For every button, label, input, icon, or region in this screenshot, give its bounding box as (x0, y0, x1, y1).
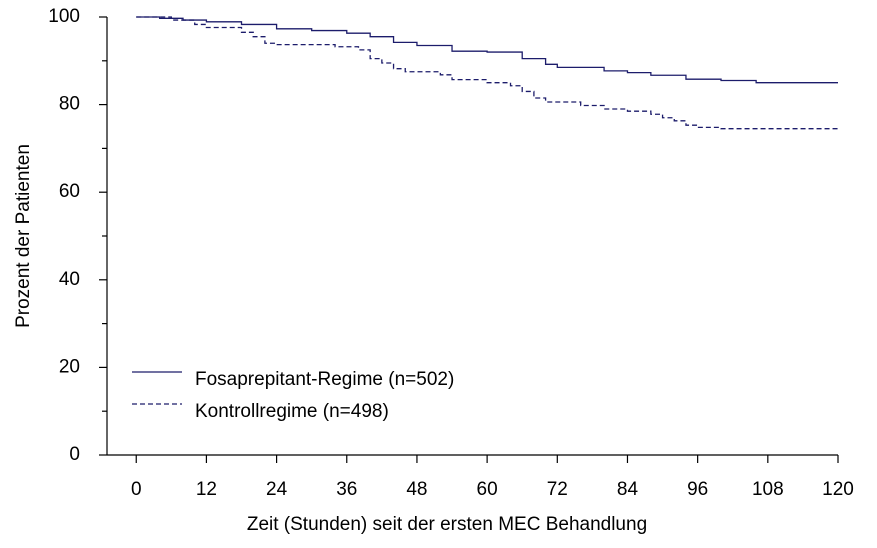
x-tick-label: 12 (196, 479, 217, 500)
x-tick-label: 36 (336, 479, 357, 500)
y-tick-label: 20 (59, 356, 80, 377)
y-tick-label: 80 (59, 94, 80, 115)
y-tick-label: 0 (69, 444, 80, 465)
step-line (136, 16, 838, 84)
step-line (136, 16, 839, 131)
x-tick-label: 24 (266, 479, 288, 500)
legend-label: Fosaprepitant-Regime (n=502) (195, 369, 454, 390)
y-tick-label: 100 (48, 6, 80, 27)
y-tick-label: 40 (59, 269, 80, 290)
x-tick-label: 84 (617, 479, 639, 500)
x-tick-label: 120 (822, 479, 854, 500)
x-tick-label: 48 (406, 479, 427, 500)
x-tick-label: 0 (131, 479, 142, 500)
x-tick-label: 108 (752, 479, 784, 500)
y-tick-label: 60 (59, 181, 80, 202)
x-axis-label: Zeit (Stunden) seit der ersten MEC Behan… (247, 514, 647, 535)
x-tick-label: 60 (477, 479, 498, 500)
x-tick-label: 96 (687, 479, 708, 500)
x-tick-label: 72 (547, 479, 568, 500)
y-axis-label: Prozent der Patienten (13, 144, 34, 328)
legend-label: Kontrollregime (n=498) (195, 401, 389, 422)
